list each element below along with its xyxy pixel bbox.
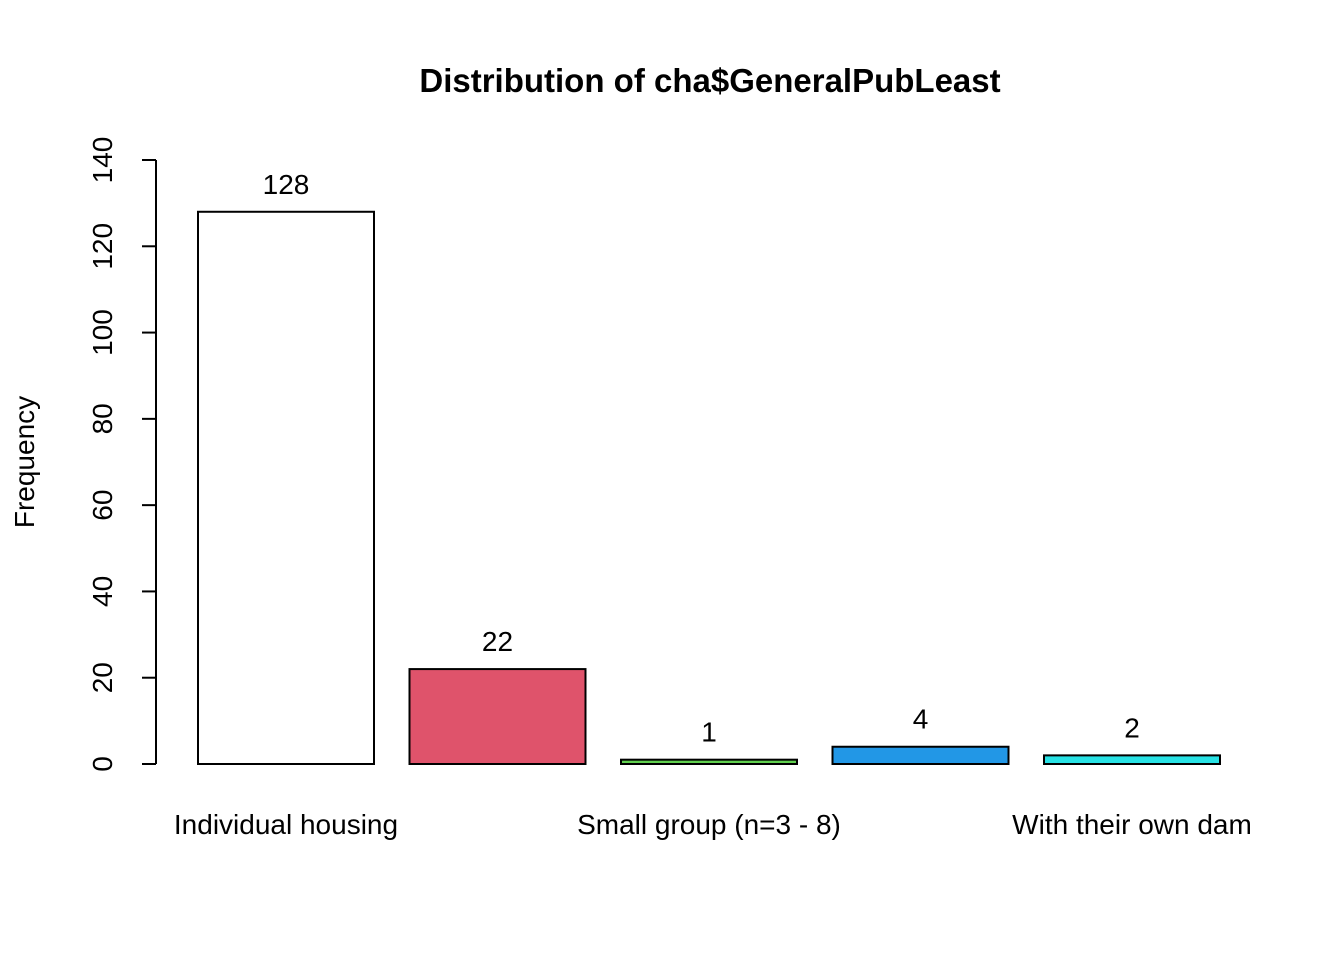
- y-tick-label: 0: [87, 756, 118, 772]
- y-tick-label: 40: [87, 576, 118, 607]
- bar: [620, 758, 798, 766]
- y-tick-label: 60: [87, 490, 118, 521]
- bar: [408, 668, 587, 765]
- chart-title: Distribution of cha$GeneralPubLeast: [419, 62, 1000, 99]
- y-tick-label: 140: [87, 137, 118, 184]
- category-label: Small group (n=3 - 8): [577, 809, 841, 840]
- category-labels: Individual housing Small group (n=3 - 8) W…: [174, 809, 1252, 840]
- data-label: 128: [263, 169, 310, 200]
- category-label: With their own dam: [1012, 809, 1252, 840]
- y-axis-ticks: 0 20 40 60 80 100 120 140: [87, 137, 156, 772]
- y-tick-label: 100: [87, 309, 118, 356]
- data-label: 2: [1124, 712, 1140, 743]
- bars: [197, 210, 1221, 766]
- bar: [831, 745, 1010, 766]
- y-tick-label: 80: [87, 403, 118, 434]
- y-axis-label: Frequency: [9, 396, 40, 528]
- y-tick-label: 20: [87, 662, 118, 693]
- data-label: 4: [913, 704, 929, 735]
- y-tick-label: 120: [87, 223, 118, 270]
- bar: [1043, 754, 1221, 765]
- data-label: 22: [482, 626, 513, 657]
- data-label: 1: [701, 717, 717, 748]
- category-label: Individual housing: [174, 809, 398, 840]
- data-labels: 128 22 1 4 2: [263, 169, 1140, 748]
- bar: [197, 210, 375, 765]
